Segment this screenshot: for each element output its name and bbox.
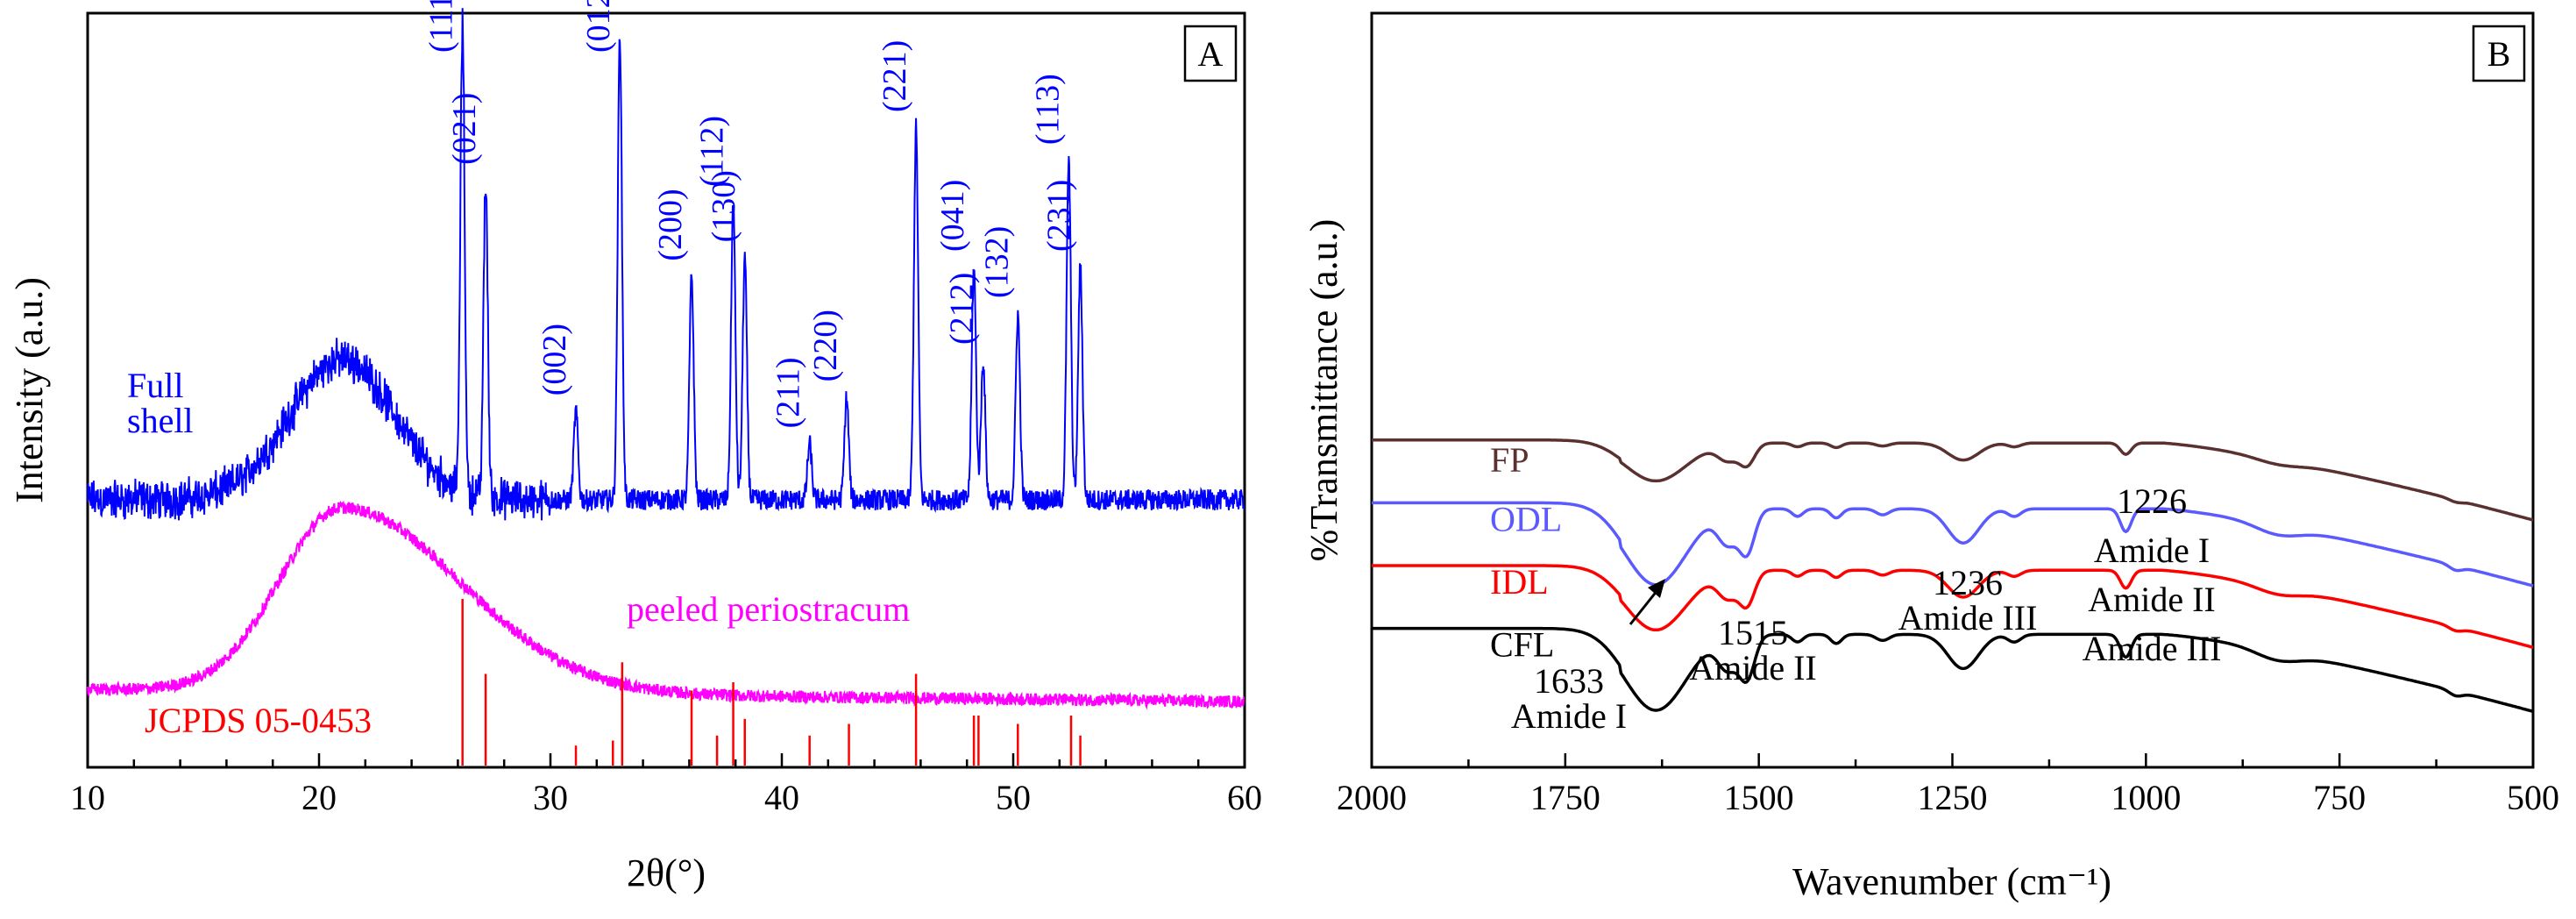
- legend-peeled-periostracum: peeled periostracum: [627, 589, 910, 629]
- series-odl: [1372, 501, 2534, 588]
- legend-cfl: CFL: [1490, 625, 1554, 665]
- peak-hkl-label: (200): [652, 189, 689, 260]
- peak-hkl-label: (021): [446, 93, 483, 165]
- peak-hkl-label: (132): [978, 226, 1015, 298]
- panel-a-frame: [86, 11, 1246, 769]
- peak-hkl-label: (221): [876, 40, 913, 112]
- peak-hkl-label: (111): [423, 0, 460, 53]
- panel-a-label: A: [1198, 34, 1224, 74]
- legend-idl: IDL: [1490, 562, 1549, 602]
- panel-b-y-axis-label: %Transmittance (a.u.): [1302, 219, 1345, 562]
- panel-b-x-tick-label: 500: [2507, 778, 2559, 817]
- series-cfl: [1372, 626, 2534, 713]
- panel-a-x-tick-label: 20: [302, 778, 337, 817]
- legend-odl: ODL: [1490, 499, 1562, 538]
- peak-hkl-label: (130): [706, 170, 742, 242]
- annotation-line: Amide II: [2088, 580, 2216, 619]
- panel-b-x-tick-label: 750: [2313, 778, 2366, 817]
- panel-b-x-tick-label: 1250: [1918, 778, 1988, 817]
- panel-b-x-axis-label: Wavenumber (cm⁻¹): [1792, 860, 2111, 903]
- annotation-line: 1633: [1534, 661, 1604, 701]
- legend-full-shell-line1: Full: [127, 366, 183, 405]
- panel-a-x-tick-label: 30: [533, 778, 568, 817]
- series-idl: [1372, 564, 2534, 649]
- peak-hkl-label: (012): [580, 0, 617, 53]
- panel-b-x-tick-label: 1500: [1724, 778, 1794, 817]
- series-fp: [1372, 438, 2534, 522]
- panel-a-x-tick-label: 10: [70, 778, 105, 817]
- series-full-shell: [87, 8, 1245, 521]
- peak-hkl-label: (231): [1041, 180, 1078, 252]
- peak-hkl-label: (220): [807, 310, 844, 381]
- series-peeled-periostracum: [87, 500, 1245, 710]
- peak-hkl-label: (211): [770, 357, 807, 428]
- annotation-line: 1226: [2117, 481, 2187, 521]
- annotation-line: 1236: [1933, 563, 2003, 602]
- panel-a-label-box: [1183, 25, 1238, 82]
- peak-hkl-label: (002): [536, 324, 573, 395]
- panel-b-x-tick-label: 1750: [1530, 778, 1600, 817]
- peak-hkl-label: (113): [1029, 74, 1066, 145]
- panel-a-x-tick-label: 50: [996, 778, 1031, 817]
- annotation-line: Amide III: [1898, 598, 2038, 638]
- annotation-line: Amide I: [2094, 531, 2210, 570]
- panel-a-x-axis-label: 2θ(°): [627, 851, 706, 894]
- panel-b-label: B: [2487, 34, 2511, 74]
- panel-a-y-axis-label: Intensity (a.u.): [8, 277, 51, 503]
- legend-fp: FP: [1490, 440, 1529, 480]
- annotation-line: Amide II: [1689, 648, 1817, 687]
- annotation-line: Amide III: [2083, 629, 2222, 668]
- arrow-1633-head: [1648, 579, 1665, 598]
- legend-full-shell-line2: shell: [127, 401, 194, 440]
- peak-hkl-label: (112): [694, 116, 731, 187]
- panel-b: 2000 1750 1500 1250 1000 750 500 FP ODL IDL CFL 1…: [1302, 11, 2559, 903]
- panel-b-label-box: [2472, 25, 2526, 82]
- annotation-line: Amide I: [1511, 696, 1627, 736]
- annotation-line: 1515: [1718, 613, 1788, 652]
- panel-a-x-tick-label: 40: [764, 778, 799, 817]
- peak-hkl-label: (041): [934, 180, 971, 252]
- legend-jcpds: JCPDS 05-0453: [145, 701, 372, 740]
- peak-hkl-label: (212): [944, 273, 981, 345]
- panel-a: 10 20 30 40 50 60 (111)(021)(002)(012)(200)(1…: [8, 0, 1262, 894]
- panel-a-x-tick-label: 60: [1227, 778, 1262, 817]
- panel-b-x-tick-label: 1000: [2111, 778, 2181, 817]
- panel-b-x-tick-label: 2000: [1337, 778, 1407, 817]
